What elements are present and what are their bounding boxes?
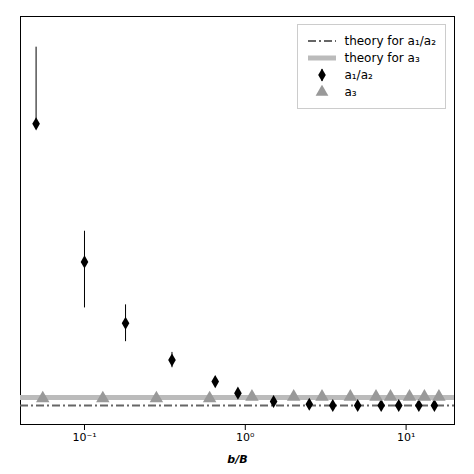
html-text:theory for a₁/a₂: theory for a₁/a₂ bbox=[344, 34, 436, 48]
html-text:theory for a₃: theory for a₃ bbox=[344, 51, 420, 65]
html-text:a₁/a₂: a₁/a₂ bbox=[344, 68, 373, 82]
svg-text:b/B: b/B bbox=[227, 453, 247, 466]
svg-text:10⁰: 10⁰ bbox=[236, 431, 255, 444]
html-text:a₃: a₃ bbox=[344, 85, 357, 99]
svg-text:10¹: 10¹ bbox=[397, 431, 415, 444]
svg-text:10⁻¹: 10⁻¹ bbox=[72, 431, 96, 444]
